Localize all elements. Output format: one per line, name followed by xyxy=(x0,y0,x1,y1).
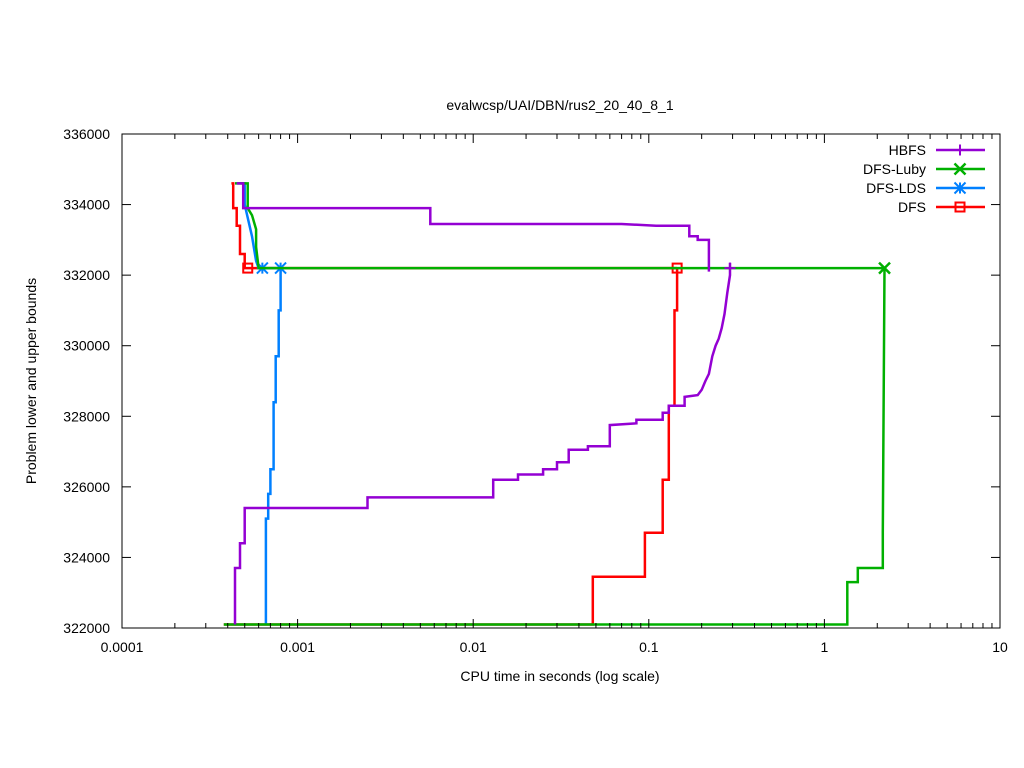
legend-marker xyxy=(954,144,966,156)
legend: HBFS DFS-Luby DFS-LDS DFS xyxy=(863,142,985,215)
x-tick-label: 0.1 xyxy=(639,639,659,655)
y-tick-label: 328000 xyxy=(63,408,110,424)
series-dfs-lds-lower-bound xyxy=(264,268,282,625)
series-hbfs-point-marker xyxy=(724,262,736,274)
x-axis: 0.0001 0.001 0.01 0.1 1 10 xyxy=(101,134,1008,655)
y-tick-label: 322000 xyxy=(63,620,110,636)
series-dfs xyxy=(223,182,683,626)
series-hbfs xyxy=(233,182,736,625)
x-tick-label: 10 xyxy=(992,639,1008,655)
x-tick-label: 0.0001 xyxy=(101,639,144,655)
series-dfs-point-marker xyxy=(242,262,254,274)
legend-label: DFS-LDS xyxy=(866,180,926,196)
y-tick-label: 332000 xyxy=(63,267,110,283)
legend-label: DFS-Luby xyxy=(863,161,926,177)
y-tick-label: 336000 xyxy=(63,126,110,142)
legend-item-dfs: DFS xyxy=(898,199,985,215)
legend-marker xyxy=(954,201,966,213)
series-hbfs-upper-bound xyxy=(236,182,711,272)
legend-item-dfs-lds: DFS-LDS xyxy=(866,180,985,196)
legend-marker xyxy=(953,162,967,176)
legend-item-hbfs: HBFS xyxy=(889,142,985,158)
series-hbfs-lower-bound xyxy=(233,262,732,625)
y-axis-label: Problem lower and upper bounds xyxy=(23,278,39,484)
legend-label: HBFS xyxy=(889,142,926,158)
legend-label: DFS xyxy=(898,199,926,215)
legend-item-dfs-luby: DFS-Luby xyxy=(863,161,985,177)
series-dfs-luby-upper-bound xyxy=(235,182,885,270)
y-axis: 322000 324000 326000 328000 330000 332000 3340… xyxy=(63,126,1000,636)
y-tick-label: 330000 xyxy=(63,338,110,354)
y-tick-label: 324000 xyxy=(63,549,110,565)
plot-series xyxy=(223,182,891,626)
x-tick-label: 0.001 xyxy=(280,639,315,655)
series-dfs-luby xyxy=(223,182,891,626)
x-tick-label: 0.01 xyxy=(460,639,487,655)
series-dfs-luby-lower-bound xyxy=(223,268,886,626)
y-tick-label: 326000 xyxy=(63,479,110,495)
plot-frame xyxy=(121,133,1001,629)
legend-marker xyxy=(953,181,967,195)
y-tick-label: 334000 xyxy=(63,197,110,213)
series-dfs-lds xyxy=(236,182,287,625)
series-dfs-lower-bound xyxy=(223,268,679,626)
x-tick-label: 1 xyxy=(821,639,829,655)
series-dfs-upper-bound xyxy=(231,182,678,270)
series-dfs-luby-point-marker xyxy=(878,261,891,275)
chart-title: evalwcsp/UAI/DBN/rus2_20_40_8_1 xyxy=(446,97,673,113)
x-axis-label: CPU time in seconds (log scale) xyxy=(460,668,659,684)
